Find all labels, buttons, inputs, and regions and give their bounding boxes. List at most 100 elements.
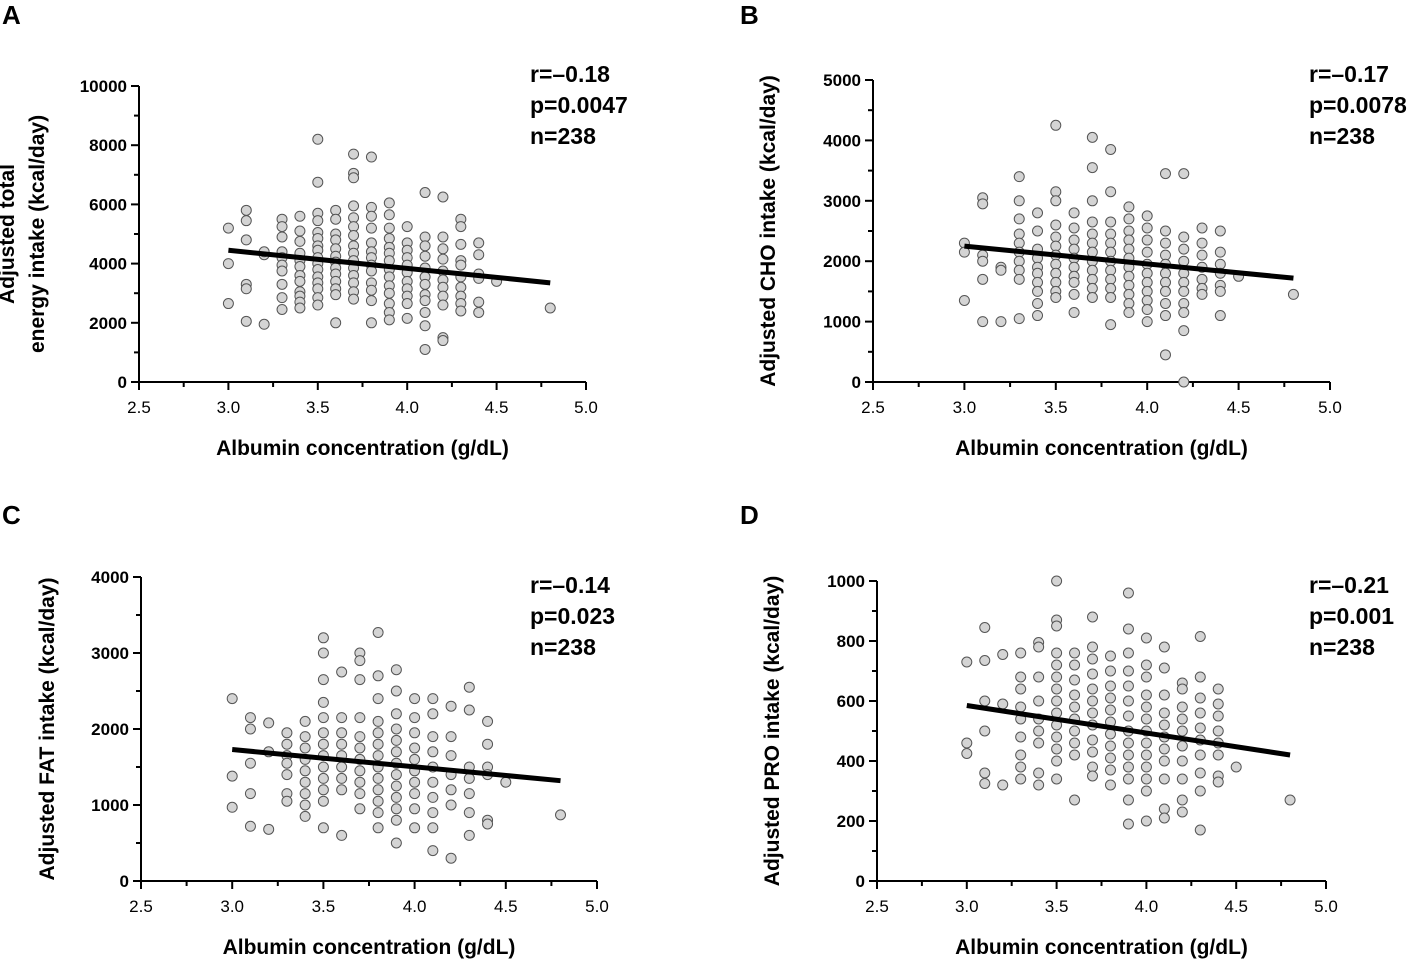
data-point [1140, 773, 1152, 785]
y-axis-title: energy intake (kcal/day) [26, 115, 49, 353]
data-point [1158, 719, 1170, 731]
data-point [1178, 276, 1190, 288]
y-tick-label: 3000 [91, 644, 129, 663]
data-point [1122, 761, 1134, 773]
data-point [455, 305, 467, 317]
y-axis-title: Adjusted FAT intake (kcal/day) [36, 577, 59, 880]
data-point [1214, 246, 1226, 258]
data-point [1105, 228, 1117, 240]
data-point [1068, 234, 1080, 246]
data-point [1178, 325, 1190, 337]
data-point [1032, 225, 1044, 237]
regression-line [964, 243, 1294, 281]
data-point [1050, 258, 1062, 270]
data-point [1032, 310, 1044, 322]
data-point [383, 287, 395, 299]
data-point [1105, 216, 1117, 228]
data-point [419, 278, 431, 290]
data-point [1104, 665, 1116, 677]
data-point [1051, 695, 1063, 707]
data-point [1068, 207, 1080, 219]
data-point [240, 283, 252, 295]
data-point [1087, 770, 1099, 782]
data-point [281, 757, 293, 769]
x-tick-label: 3.5 [1045, 897, 1069, 916]
data-point [463, 788, 475, 800]
data-point [409, 788, 421, 800]
data-point [1159, 225, 1171, 237]
y-tick-label: 800 [837, 632, 865, 651]
data-point [276, 265, 288, 277]
data-point [1104, 740, 1116, 752]
data-point [1069, 749, 1081, 761]
data-point [1194, 671, 1206, 683]
data-point [1141, 222, 1153, 234]
data-point [1123, 307, 1135, 319]
data-point [312, 133, 324, 145]
data-point [445, 731, 457, 743]
data-point [294, 302, 306, 314]
data-point [1033, 641, 1045, 653]
data-point [1141, 267, 1153, 279]
data-point [419, 306, 431, 318]
data-point [1069, 659, 1081, 671]
data-point [383, 222, 395, 234]
data-point [1158, 812, 1170, 824]
data-point [365, 210, 377, 222]
data-point [317, 647, 329, 659]
data-point [1069, 701, 1081, 713]
data-point [1068, 222, 1080, 234]
data-point [1013, 213, 1025, 225]
x-tick-label: 5.0 [1314, 897, 1338, 916]
data-point [427, 731, 439, 743]
data-point [1105, 186, 1117, 198]
data-point [1176, 740, 1188, 752]
data-point [427, 708, 439, 720]
data-point [1050, 240, 1062, 252]
y-tick-label: 1000 [823, 313, 861, 332]
data-point [1033, 779, 1045, 791]
data-point [1105, 246, 1117, 258]
data-point [437, 231, 449, 243]
data-point [455, 221, 467, 233]
data-point [1032, 297, 1044, 309]
data-point [1140, 761, 1152, 773]
y-tick-label: 200 [837, 812, 865, 831]
data-point [299, 715, 311, 727]
data-point [317, 696, 329, 708]
data-point [1087, 683, 1099, 695]
data-point [1122, 737, 1134, 749]
data-point [312, 215, 324, 227]
data-point [226, 693, 238, 705]
data-point [1013, 195, 1025, 207]
data-point [1122, 665, 1134, 677]
data-point [1033, 695, 1045, 707]
data-point [1159, 237, 1171, 249]
panel-letter-c: C [2, 500, 21, 530]
data-point [354, 655, 366, 667]
data-point [317, 712, 329, 724]
data-point [1050, 219, 1062, 231]
data-point [1123, 225, 1135, 237]
data-point [294, 235, 306, 247]
data-point [1068, 261, 1080, 273]
data-point [1015, 701, 1027, 713]
data-point [1140, 713, 1152, 725]
data-point [1050, 195, 1062, 207]
data-point [276, 292, 288, 304]
data-point [427, 822, 439, 834]
data-point [1230, 761, 1242, 773]
data-point [317, 738, 329, 750]
data-point [276, 221, 288, 233]
x-tick-label: 2.5 [129, 897, 153, 916]
data-point [299, 742, 311, 754]
x-tick-label: 2.5 [127, 398, 151, 417]
y-tick-label: 1000 [91, 796, 129, 815]
data-point [390, 791, 402, 803]
data-point [1196, 273, 1208, 285]
x-tick-label: 3.0 [220, 897, 244, 916]
data-point [1050, 231, 1062, 243]
data-point [1284, 794, 1296, 806]
x-tick-label: 3.5 [306, 398, 330, 417]
data-point [482, 715, 494, 727]
